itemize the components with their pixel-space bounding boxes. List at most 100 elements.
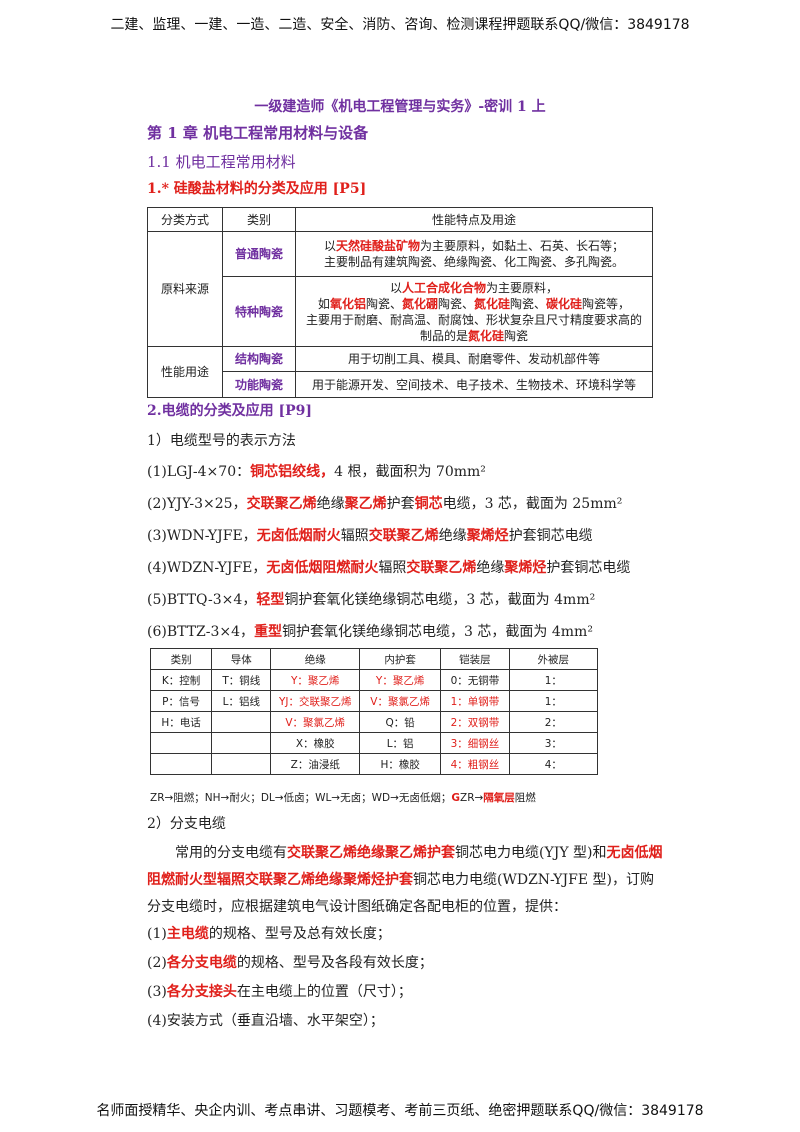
header-cell: 绝缘 [270,648,361,670]
text-run: 铜护套氧化镁绝缘铜芯电缆，3 芯，截面为 4mm² [282,624,593,640]
text-run: 阻燃 [514,792,536,804]
list-item: (3)各分支接头在主电缆上的位置（尺寸）； [147,981,412,1001]
header-cell: 导体 [211,648,272,670]
text-run: 以 [389,280,402,295]
text-run: 陶瓷等， [582,296,631,311]
category-cell: 结构陶瓷 [222,346,296,372]
header-cell: 内护套 [359,648,442,670]
text-run: 主要制品有建筑陶瓷、绝缘陶瓷、化工陶瓷、多孔陶瓷。 [323,255,624,269]
desc-line: 以人工合成化合物为主要原料， [300,280,648,296]
text-run: (3) [147,984,167,1000]
header-cell: 分类方式 [147,207,223,232]
desc-line: 主要制品有建筑陶瓷、绝缘陶瓷、化工陶瓷、多孔陶瓷。 [300,254,648,270]
cable-line: (3)WDN-YJFE，无卤低烟耐火辐照交联聚乙烯绝缘聚烯烃护套铜芯电缆 [147,525,593,545]
cell: YJ：交联聚乙烯 [270,690,361,712]
text-run: 绝缘 [438,528,467,544]
cable-line: (5)BTTQ-3×4，轻型铜护套氧化镁绝缘铜芯电缆，3 芯，截面为 4mm² [147,589,595,609]
cell: 3： [508,732,599,754]
cell [211,732,272,754]
cable-code-table: 类别 导体 绝缘 内护套 铠装层 外被层 K：控制 T：铜线 Y：聚乙烯 Y：聚乙烯 0：无铜带 1：… [149,648,599,775]
text-run: 辐照 [340,528,369,544]
highlight: 聚烯烃 [466,528,509,544]
highlight: 氮化硅 [474,296,511,311]
cell: V：聚氯乙烯 [359,690,442,712]
cell: T：铜线 [211,669,272,691]
desc-line: 用于能源开发、空间技术、电子技术、生物技术、环境科学等 [300,377,648,393]
text-run: (5)BTTQ-3×4， [147,592,257,608]
text-run: 护套铜芯电缆 [508,528,593,544]
topic: 1.* 硅酸盐材料的分类及应用 [P5] [147,181,367,197]
cable-line: (6)BTTZ-3×4，重型铜护套氧化镁绝缘铜芯电缆，3 芯，截面为 4mm² [147,621,593,641]
text-run: 辐照 [378,560,407,576]
text-run: 常用的分支电缆有 [175,845,287,861]
cell: L：铝线 [211,690,272,712]
text-run: 在主电缆上的位置（尺寸）； [236,984,412,1000]
highlight: 碳化硅 [546,296,583,311]
highlight: 聚烯烃 [504,560,547,576]
cell: H：电话 [149,711,213,733]
highlight: 氮化硼 [401,296,438,311]
cell: 2：双钢带 [440,711,510,733]
highlight: G [451,792,460,804]
text-run: 的规格、型号及总有效长度； [208,926,391,942]
highlight: 无卤低烟阻燃耐火 [266,560,379,576]
highlight: 天然硅酸盐矿物 [335,239,420,253]
category-cell: 普通陶瓷 [222,231,296,277]
text-run: 护套 [386,496,415,512]
highlight: 交联聚乙烯 [368,528,439,544]
text-run: ZR→ [460,792,484,804]
highlight: 轻型 [256,592,285,608]
highlight: 氧化铝 [329,296,366,311]
highlight: 各分支接头 [166,984,237,1000]
header-cell: 外被层 [508,648,599,670]
desc-cell: 以天然硅酸盐矿物为主要原料，如黏土、石英、长石等； 主要制品有建筑陶瓷、绝缘陶瓷、… [295,231,653,277]
chapter: 第 1 章 机电工程常用材料与设备 [147,124,369,142]
text-run: (4)安装方式（垂直沿墙、水平架空）； [147,1013,384,1029]
text-run: 的规格、型号及各段有效长度； [236,955,433,971]
text-run: 陶瓷、 [365,296,402,311]
cell: Y：聚乙烯 [270,669,361,691]
header-cell: 类别 [222,207,296,232]
cell [211,753,272,775]
cell: 1： [508,669,599,691]
text-run: 如 [317,296,330,311]
row: X：橡胶 L：铝 3：细钢丝 3： [149,732,599,754]
text-run: 陶瓷 [504,328,529,343]
highlight: 交联聚乙烯 [246,496,317,512]
text-run: (4)WDZN-YJFE， [147,560,267,576]
cell: X：橡胶 [270,732,361,754]
header: 二建、监理、一建、一造、二造、安全、消防、咨询、检测课程押题联系QQ/微信：38… [110,17,690,33]
list-item: (2)各分支电缆的规格、型号及各段有效长度； [147,952,433,972]
row: K：控制 T：铜线 Y：聚乙烯 Y：聚乙烯 0：无铜带 1： [149,669,599,691]
text-run: 以 [323,239,336,253]
note: ZR→阻燃；NH→耐火；DL→低卤；WL→无卤；WD→无卤低烟；GZR→隔氧层阻… [150,790,536,805]
cell: 4： [508,753,599,775]
list-item: (4)安装方式（垂直沿墙、水平架空）； [147,1010,384,1030]
doc-title: 一级建造师《机电工程管理与实务》-密训 1 上 [254,99,546,115]
text-run: 用于切削工具、模具、耐磨零件、发动机部件等 [347,352,600,366]
cell [211,711,272,733]
row: H：电话 V：聚氯乙烯 Q：铅 2：双钢带 2： [149,711,599,733]
text-run: 陶瓷、 [437,296,474,311]
text-run: (3)WDN-YJFE， [147,528,257,544]
highlight: 无卤低烟阻燃耐火型辐照交联聚乙烯绝缘聚烯烃护套 [147,845,663,888]
text-run: 铜芯电力电缆(WDZN-YJFE 型)，订购分支电缆时，应根据建筑电气设计图纸确… [147,872,654,915]
section: 1.1 机电工程常用材料 [147,153,296,171]
row: 功能陶瓷 用于能源开发、空间技术、电子技术、生物技术、环境科学等 [148,371,653,398]
highlight: 隔氧层 [483,792,515,804]
cable-line: (2)YJY-3×25，交联聚乙烯绝缘聚乙烯护套铜芯电缆，3 芯，截面为 25m… [147,493,622,513]
header-cell: 性能特点及用途 [295,207,653,232]
cell: 4：粗钢丝 [440,753,510,775]
text-run: (6)BTTZ-3×4， [147,624,255,640]
row: P：信号 L：铝线 YJ：交联聚乙烯 V：聚氯乙烯 1：单钢带 1： [149,690,599,712]
cable-line: (4)WDZN-YJFE，无卤低烟阻燃耐火辐照交联聚乙烯绝缘聚烯烃护套铜芯电缆 [147,557,630,577]
highlight: 铜芯 [414,496,443,512]
text-run: 绝缘 [476,560,505,576]
highlight: 铜芯铝绞线， [250,464,335,480]
cell: K：控制 [149,669,213,691]
header-row: 分类方式 类别 性能特点及用途 [147,207,653,232]
highlight: 交联聚乙烯绝缘聚乙烯护套 [287,845,455,861]
text-run: 用于能源开发、空间技术、电子技术、生物技术、环境科学等 [311,377,636,392]
paragraph: 常用的分支电缆有交联聚乙烯绝缘聚乙烯护套铜芯电力电缆(YJY 型)和无卤低烟阻燃… [147,840,667,921]
text-run: 主要用于耐磨、耐高温、耐腐蚀、形状复杂且尺寸精度要求高的 [305,312,642,327]
